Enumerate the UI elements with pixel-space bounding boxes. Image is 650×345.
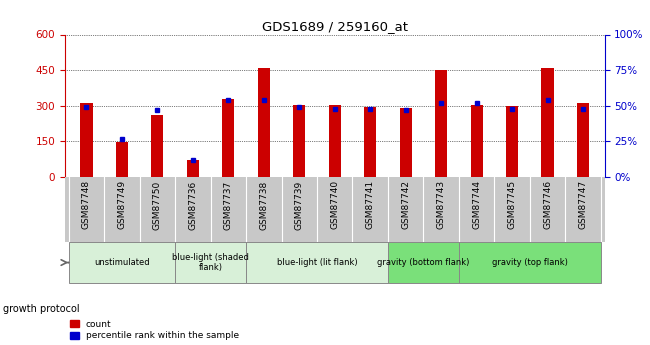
- Text: GSM87750: GSM87750: [153, 180, 162, 229]
- Bar: [151, 115, 164, 177]
- Text: GSM87741: GSM87741: [366, 180, 375, 229]
- Bar: [116, 142, 128, 177]
- Text: GSM87738: GSM87738: [259, 180, 268, 229]
- Text: GSM87745: GSM87745: [508, 180, 517, 229]
- Text: GSM87748: GSM87748: [82, 180, 91, 229]
- Text: GSM87744: GSM87744: [472, 180, 481, 229]
- Bar: [68, 242, 175, 283]
- Bar: [175, 242, 246, 283]
- Bar: [459, 242, 601, 283]
- Bar: [364, 107, 376, 177]
- Text: GSM87742: GSM87742: [401, 180, 410, 229]
- Bar: [400, 108, 412, 177]
- Bar: [435, 70, 447, 177]
- Bar: [257, 68, 270, 177]
- Text: GSM87747: GSM87747: [578, 180, 588, 229]
- Bar: [246, 242, 388, 283]
- Bar: [222, 99, 235, 177]
- Text: GSM87743: GSM87743: [437, 180, 446, 229]
- Text: GSM87740: GSM87740: [330, 180, 339, 229]
- Text: GSM87746: GSM87746: [543, 180, 552, 229]
- Text: GSM87737: GSM87737: [224, 180, 233, 229]
- Bar: [293, 105, 306, 177]
- Bar: [541, 68, 554, 177]
- Text: GSM87736: GSM87736: [188, 180, 198, 229]
- Text: blue-light (shaded
flank): blue-light (shaded flank): [172, 253, 249, 272]
- Text: growth protocol: growth protocol: [3, 304, 80, 314]
- Bar: [506, 106, 519, 177]
- Title: GDS1689 / 259160_at: GDS1689 / 259160_at: [262, 20, 408, 33]
- Text: unstimulated: unstimulated: [94, 258, 150, 267]
- Bar: [471, 105, 483, 177]
- Legend: count, percentile rank within the sample: count, percentile rank within the sample: [70, 320, 239, 341]
- Bar: [388, 242, 459, 283]
- Bar: [187, 160, 199, 177]
- Bar: [328, 105, 341, 177]
- Text: blue-light (lit flank): blue-light (lit flank): [277, 258, 358, 267]
- Bar: [577, 104, 590, 177]
- Text: gravity (top flank): gravity (top flank): [492, 258, 568, 267]
- Bar: [80, 104, 92, 177]
- Text: gravity (bottom flank): gravity (bottom flank): [377, 258, 470, 267]
- Text: GSM87739: GSM87739: [294, 180, 304, 229]
- Text: GSM87749: GSM87749: [117, 180, 126, 229]
